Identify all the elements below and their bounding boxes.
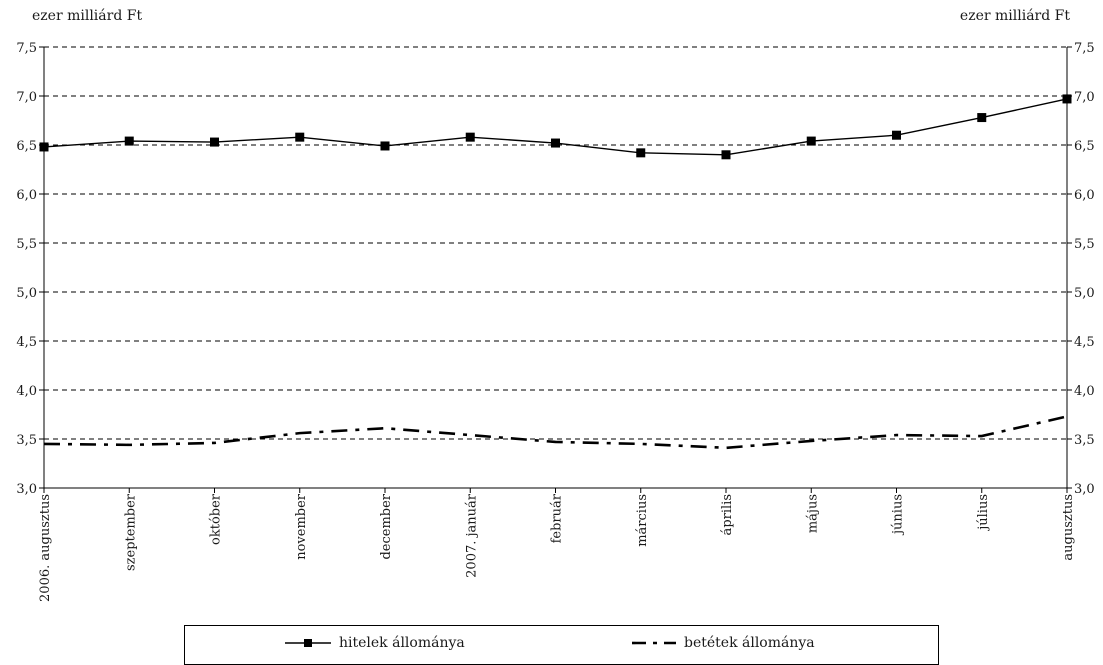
y-tick-label-left: 5,0	[16, 286, 37, 301]
y-axis-unit-left: ezer milliárd Ft	[32, 8, 143, 24]
y-tick-label-left: 4,0	[16, 384, 37, 399]
x-tick-label: július	[976, 494, 991, 532]
data-point-loans	[892, 130, 901, 140]
y-tick-label-right: 3,0	[1074, 482, 1095, 497]
y-tick-label-right: 4,5	[1074, 335, 1095, 350]
y-tick-label-right: 6,0	[1074, 188, 1095, 203]
y-tick-label-left: 3,5	[16, 433, 37, 448]
y-tick-label-left: 7,5	[16, 41, 37, 56]
data-point-loans	[551, 138, 560, 148]
x-tick-label: február	[550, 493, 565, 543]
x-tick-label: 2006. augusztus	[38, 494, 53, 602]
x-tick-label: december	[379, 493, 394, 559]
legend-item-loans: hitelek állománya	[285, 635, 465, 651]
x-tick-label: október	[209, 493, 224, 545]
y-tick-label-left: 7,0	[16, 90, 37, 105]
y-tick-label-right: 7,5	[1074, 41, 1095, 56]
legend: hitelek állománya betétek állománya	[184, 625, 939, 665]
y-tick-label-left: 4,5	[16, 335, 37, 350]
line-chart: 3,0 3,0 3,5 3,5 4,0 4,0 4,5 4,5 5,0 5,0 5,5 5,5 6,0 6…	[16, 41, 1095, 602]
legend-swatch-solid-line	[285, 639, 331, 647]
x-tick-label: március	[635, 494, 650, 547]
data-point-loans	[210, 137, 219, 147]
data-point-loans	[39, 142, 49, 152]
data-point-loans	[1062, 94, 1072, 104]
x-tick-label: augusztus	[1061, 494, 1076, 561]
legend-swatch-dash-dot-line	[632, 641, 676, 645]
y-tick-label-left: 5,5	[16, 237, 37, 252]
data-point-loans	[295, 132, 305, 142]
x-tick-label: április	[720, 494, 735, 535]
data-point-loans	[977, 113, 987, 123]
data-point-loans	[465, 132, 475, 142]
data-point-loans	[636, 148, 646, 158]
y-tick-label-right: 4,0	[1074, 384, 1095, 399]
x-tick-label: június	[891, 494, 906, 536]
legend-item-deposits: betétek állománya	[630, 635, 815, 651]
y-tick-label-left: 3,0	[16, 482, 37, 497]
x-tick-label: május	[805, 494, 820, 533]
x-tick-label: szeptember	[123, 493, 138, 571]
y-tick-label-right: 7,0	[1074, 90, 1095, 105]
y-tick-label-left: 6,0	[16, 188, 37, 203]
y-axis-unit-right: ezer milliárd Ft	[959, 8, 1070, 24]
y-tick-label-right: 6,5	[1074, 139, 1095, 154]
data-point-loans	[124, 136, 134, 146]
series-line-deposits	[43, 415, 1068, 450]
data-point-loans	[806, 136, 816, 146]
legend-label-loans: hitelek állománya	[339, 635, 465, 651]
data-point-loans	[721, 150, 731, 160]
data-point-loans	[380, 141, 390, 151]
y-tick-label-right: 5,5	[1074, 237, 1095, 252]
x-tick-label: 2007. január	[464, 493, 479, 578]
y-tick-label-right: 3,5	[1074, 433, 1095, 448]
x-tick-label: november	[294, 493, 309, 560]
y-tick-label-right: 5,0	[1074, 286, 1095, 301]
y-tick-label-left: 6,5	[16, 139, 37, 154]
legend-label-deposits: betétek állománya	[684, 635, 815, 651]
